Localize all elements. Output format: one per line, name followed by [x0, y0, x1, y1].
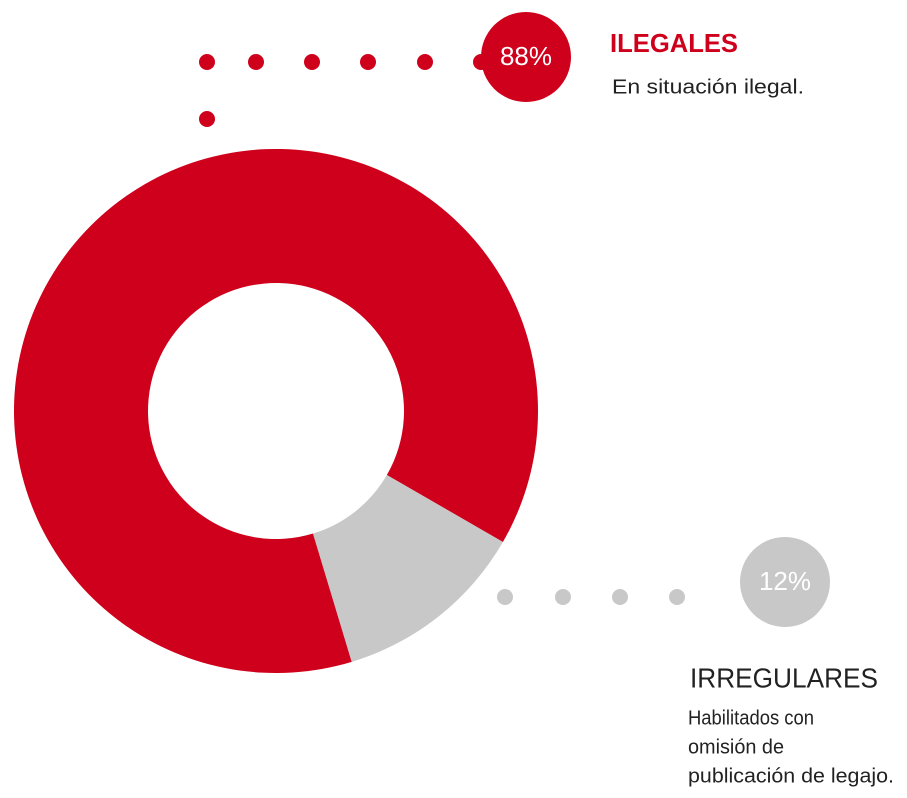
value-label: 88% [500, 41, 552, 71]
leader-dot [199, 111, 215, 127]
category-label: IRREGULARES [690, 662, 878, 693]
leader-dot [304, 54, 320, 70]
leader-dot [555, 589, 571, 605]
leader-dot [417, 54, 433, 70]
leader-dot [248, 54, 264, 70]
donut-segment [312, 475, 503, 662]
description: Habilitados con [688, 707, 814, 729]
donut-segment [13, 148, 538, 673]
description: publicación de legajo. [688, 765, 894, 787]
value-bubble [481, 12, 571, 102]
leader-dot [497, 589, 513, 605]
value-bubble [740, 537, 830, 627]
leader-dot [669, 589, 685, 605]
category-label: ILEGALES [610, 28, 738, 58]
description: En situación ilegal. [612, 76, 804, 98]
leader-dot [360, 54, 376, 70]
leader-dot [199, 54, 215, 70]
value-label: 12% [759, 566, 811, 596]
description: omisión de [688, 736, 784, 758]
leader-dot [612, 589, 628, 605]
